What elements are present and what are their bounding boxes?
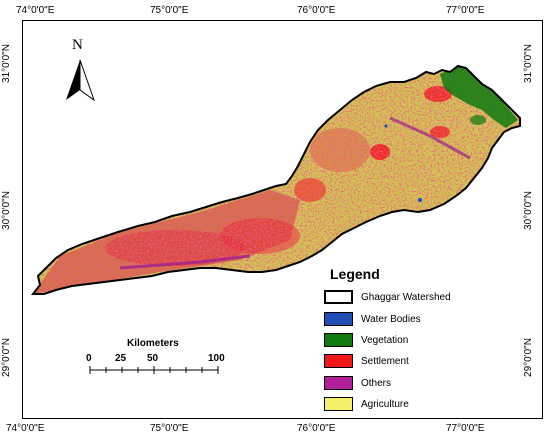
legend-item: Ghaggar Watershed (324, 288, 451, 306)
scale-label-25: 25 (115, 353, 127, 364)
legend-swatch (324, 333, 353, 347)
top-tick-75e: 75°0'0"E (150, 5, 189, 16)
legend-label: Others (361, 377, 392, 389)
legend-label: Ghaggar Watershed (361, 291, 451, 303)
scale-label-50: 50 (147, 353, 159, 364)
legend-swatch (324, 376, 353, 390)
top-tick-77e: 77°0'0"E (446, 5, 485, 16)
legend-item: Others (324, 374, 391, 392)
bottom-tick-76e: 76°0'0"E (297, 423, 336, 434)
scale-label-100: 100 (208, 353, 225, 364)
legend-item: Vegetation (324, 331, 408, 349)
legend-item: Agriculture (324, 395, 409, 413)
top-tick-76e: 76°0'0"E (297, 5, 336, 16)
legend-item: Water Bodies (324, 310, 421, 328)
legend-label: Agriculture (361, 398, 409, 410)
scale-title: Kilometers (127, 338, 179, 349)
scale-label-0: 0 (86, 353, 92, 364)
legend-swatch (324, 354, 353, 368)
bottom-tick-74e: 74°0'0"E (6, 423, 45, 434)
legend-label: Water Bodies (361, 313, 421, 325)
legend-title: Legend (330, 266, 380, 282)
legend-label: Vegetation (361, 334, 409, 346)
legend-swatch (324, 290, 353, 304)
top-tick-74e: 74°0'0"E (16, 5, 55, 16)
scale-bar (89, 366, 219, 374)
legend-item: Settlement (324, 352, 409, 370)
legend-swatch (324, 312, 353, 326)
bottom-tick-75e: 75°0'0"E (150, 423, 189, 434)
bottom-tick-77e: 77°0'0"E (446, 423, 485, 434)
legend-swatch (324, 397, 353, 411)
legend-label: Settlement (361, 355, 409, 367)
north-arrow-icon (66, 59, 95, 102)
north-letter: N (72, 37, 83, 53)
